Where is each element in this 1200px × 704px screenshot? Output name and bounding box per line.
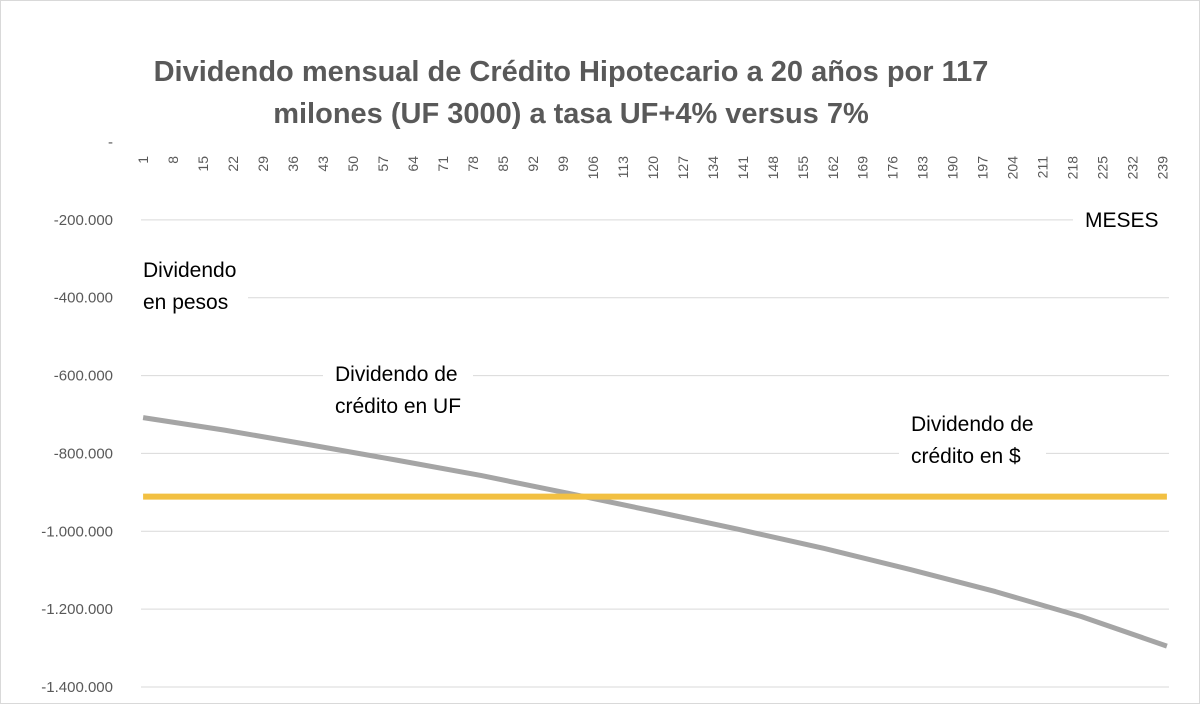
x-tick-label: 218 (1065, 156, 1081, 180)
x-tick-label: 162 (825, 156, 841, 180)
chart-title: Dividendo mensual de Crédito Hipotecario… (153, 56, 989, 130)
y-axis-label: Dividendo en pesos (131, 255, 249, 319)
x-tick-label: 127 (675, 156, 691, 180)
x-tick-label: 211 (1035, 156, 1051, 179)
x-tick-label: 225 (1095, 156, 1111, 180)
x-tick-label: 148 (765, 156, 781, 180)
x-tick-label: 169 (855, 156, 871, 180)
annotation-uf-series: Dividendo de crédito en UF (323, 359, 474, 423)
x-tick-label: 120 (645, 156, 661, 180)
x-tick-label: 183 (915, 156, 931, 180)
x-tick-label: 64 (405, 156, 421, 172)
x-tick-label: 50 (345, 156, 361, 172)
x-tick-label: 134 (705, 156, 721, 180)
x-tick-label: 85 (495, 156, 511, 172)
x-tick-label: 8 (165, 156, 181, 164)
x-tick-label: 106 (585, 156, 601, 180)
series-line-uf (142, 415, 1168, 649)
x-tick-label: 204 (1005, 156, 1021, 180)
x-tick-label: 43 (315, 156, 331, 172)
y-tick-label: -400.000 (54, 290, 113, 307)
x-tick-label: 29 (255, 156, 271, 172)
x-tick-label: 155 (795, 156, 811, 180)
x-tick-label: 71 (435, 156, 451, 172)
x-tick-label: 239 (1155, 156, 1171, 180)
x-tick-label: 197 (975, 156, 991, 180)
x-axis-label: MESES (1073, 205, 1171, 237)
x-tick-label: 113 (615, 156, 631, 179)
annotation-pesos-line-2: crédito en $ (911, 445, 1021, 468)
x-tick-label: 92 (525, 156, 541, 172)
annotation-pesos-line-1: Dividendo de (911, 413, 1034, 436)
y-tick-label: -1.400.000 (41, 679, 113, 696)
y-tick-label: -200.000 (54, 212, 113, 229)
x-tick-label: 141 (735, 156, 751, 180)
x-tick-label: 190 (945, 156, 961, 180)
x-tick-label: 99 (555, 156, 571, 172)
y-axis-label-line-2: en pesos (143, 291, 229, 314)
x-tick-label: 15 (195, 156, 211, 172)
y-tick-label: -800.000 (54, 445, 113, 462)
x-tick-label: 78 (465, 156, 481, 172)
x-tick-label: 1 (135, 156, 151, 164)
x-tick-label: 57 (375, 156, 391, 172)
x-axis-label-text: MESES (1085, 209, 1159, 232)
x-tick-label: 176 (885, 156, 901, 180)
y-tick-label: -1.200.000 (41, 601, 113, 618)
annotation-pesos-series: Dividendo de crédito en $ (899, 409, 1046, 473)
y-tick-label: - (108, 134, 113, 151)
y-tick-label: -600.000 (54, 368, 113, 385)
y-axis-label-line-1: Dividendo (143, 259, 237, 282)
annotation-uf-line-1: Dividendo de (335, 363, 458, 386)
y-tick-label: -1.000.000 (41, 523, 113, 540)
x-tick-label: 36 (285, 156, 301, 172)
annotation-uf-line-2: crédito en UF (335, 395, 462, 418)
x-tick-label: 22 (225, 156, 241, 172)
x-tick-label: 232 (1125, 156, 1141, 180)
